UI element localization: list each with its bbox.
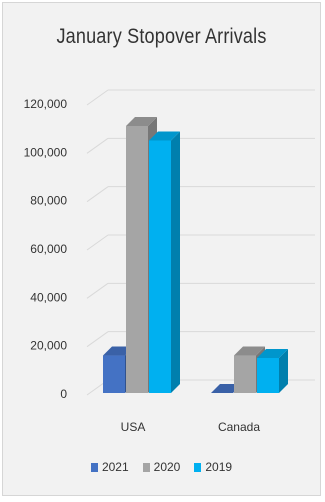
gridline-slant-5 [86,137,109,154]
y-tick-label-4: 80,000 [30,194,67,208]
legend-swatch-2021 [90,462,98,472]
x-tick-label-usa: USA [121,420,146,434]
chart-plot: 0 20,000 40,000 60,000 80,000 100,000 120,000 U… [24,89,315,434]
x-tick-label-canada: Canada [218,420,260,434]
bar-front-canada-2019 [257,357,279,393]
bar-top-canada-2020 [234,346,265,356]
chart-card: January Stopover Arrivals 0 20,000 40,000 6… [2,2,321,496]
legend-label-2020: 2020 [153,460,181,474]
bar-side-usa-2019 [171,131,180,394]
y-tick-label-5: 100,000 [24,145,68,159]
gridline-slant-4 [86,186,109,203]
y-tick-label-1: 20,000 [30,339,67,353]
legend-label-2021: 2021 [101,460,129,474]
bar-front-usa-2019 [149,140,171,393]
legend-item-2019: 2019 [194,460,232,474]
legend-item-2020: 2020 [142,460,181,474]
legend-swatch-2020 [142,462,150,472]
gridline-slant-6 [86,89,109,106]
y-tick-label-2: 40,000 [30,290,67,304]
gridline-slant-3 [86,234,109,251]
chart-title: January Stopover Arrivals [56,25,267,48]
bar-front-usa-2020 [126,125,148,393]
legend-swatch-2019 [194,462,202,472]
gridline-slant-1 [86,331,109,348]
y-tick-label-0: 0 [60,387,67,401]
chart-legend: 2021 2020 2019 [3,460,320,474]
gridline-slant-2 [86,282,109,299]
bar-side-canada-2019 [279,348,288,393]
legend-label-2019: 2019 [205,460,233,474]
bar-front-canada-2020 [234,355,256,393]
bar-top-canada-2019 [257,348,288,358]
legend-item-2021: 2021 [90,460,129,474]
y-tick-label-6: 120,000 [24,97,68,111]
y-tick-label-3: 60,000 [30,242,67,256]
bar-top-usa-2019 [149,131,180,141]
bar-front-usa-2021 [103,355,125,393]
bar-top-usa-2020 [126,116,157,126]
